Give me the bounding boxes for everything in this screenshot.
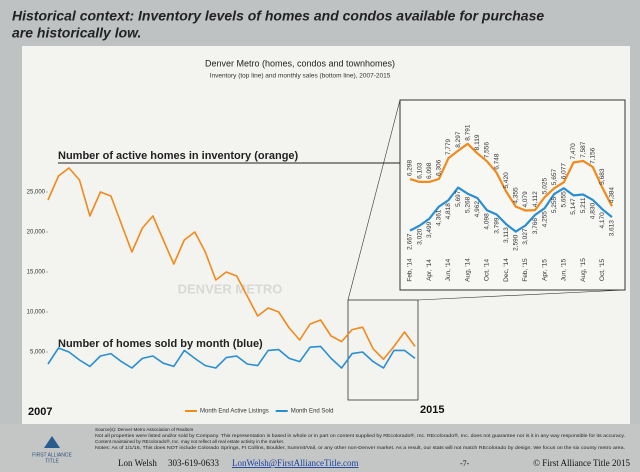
data-label: 8,297 xyxy=(455,131,462,148)
data-label: 4,112 xyxy=(532,191,539,207)
logo-text: TITLE xyxy=(45,458,59,464)
data-label: 4,361 xyxy=(436,209,443,226)
data-label: 4,384 xyxy=(609,187,616,204)
data-label: 6,306 xyxy=(436,159,443,176)
data-label: 3,613 xyxy=(609,220,616,237)
logo-mark xyxy=(44,436,60,448)
y-tick-label: 5,000 xyxy=(30,350,46,356)
data-label: 4,818 xyxy=(445,203,452,220)
data-label: 2,590 xyxy=(513,234,520,251)
data-label: 6,298 xyxy=(407,159,414,176)
x-tick-label: Dec, '14 xyxy=(503,258,510,282)
data-label: 3,113 xyxy=(503,227,510,243)
source: Content maintained by REcolorado®, Inc. … xyxy=(95,438,284,444)
data-label: 6,103 xyxy=(416,162,423,179)
data-label: 8,791 xyxy=(464,124,471,141)
heading: Historical context: Inventory levels of … xyxy=(12,8,544,24)
x-tick-label: Feb, '15 xyxy=(522,258,529,282)
data-label: 6,077 xyxy=(561,163,568,180)
data-label: 5,025 xyxy=(541,177,548,194)
data-label: 4,170 xyxy=(599,212,606,229)
series-line xyxy=(409,142,613,212)
legend-label: Month End Active Listings xyxy=(200,409,269,415)
annotation: Number of homes sold by month (blue) xyxy=(58,338,263,350)
data-label: 8,119 xyxy=(474,134,481,150)
inset-panel xyxy=(399,99,626,291)
data-label: 5,655 xyxy=(561,191,568,208)
data-label: 7,470 xyxy=(570,143,577,160)
series-line xyxy=(47,167,416,360)
data-label: 7,587 xyxy=(580,141,587,158)
contact-email: LonWelsh@FirstAllianceTitle.com xyxy=(232,458,358,468)
data-label: 5,211 xyxy=(580,197,587,213)
year-label: 2007 xyxy=(28,406,52,418)
data-label: 3,499 xyxy=(426,221,433,238)
watermark: DENVER METRO xyxy=(178,281,283,296)
data-label: 7,779 xyxy=(445,138,452,155)
x-tick-label: Jun, '15 xyxy=(561,258,568,281)
data-label: 5,683 xyxy=(599,168,606,185)
source: Source(s): Denver Metro Association of R… xyxy=(95,427,194,432)
data-label: 5,697 xyxy=(455,190,462,207)
y-tick-label: 20,000 xyxy=(27,230,46,236)
data-label: 3,799 xyxy=(493,217,500,234)
data-label: 6,748 xyxy=(493,153,500,170)
data-label: 4,079 xyxy=(522,191,529,208)
data-label: 3,766 xyxy=(532,218,539,235)
x-tick-label: Aug, '14 xyxy=(464,258,471,282)
data-label: 2,667 xyxy=(407,233,414,250)
data-label: 7,156 xyxy=(589,147,596,164)
data-label: 5,147 xyxy=(570,198,577,215)
x-tick-label: Oct, '15 xyxy=(599,259,606,282)
x-tick-label: Aug, '15 xyxy=(580,258,587,282)
data-label: 5,255 xyxy=(551,197,558,214)
footer xyxy=(0,424,640,472)
plots: 5,000 10,000 15,000 20,000 25,000 Feb, '14 Apr… xyxy=(27,124,616,369)
data-label: 7,556 xyxy=(484,142,491,159)
y-tick-label: 15,000 xyxy=(27,270,46,276)
data-label: 4,830 xyxy=(589,203,596,220)
connector xyxy=(417,289,626,301)
series-line xyxy=(47,345,416,369)
series-line xyxy=(409,186,613,233)
x-tick-label: Jun, '14 xyxy=(445,258,452,281)
copyright: © First Alliance Title 2015 xyxy=(533,458,630,468)
data-label: 3,027 xyxy=(522,228,529,245)
y-tick-label: 10,000 xyxy=(27,310,46,316)
source: Notes: As of 1/1/16, This does NOT inclu… xyxy=(95,445,625,450)
x-tick-label: Apr, '14 xyxy=(426,259,433,281)
legend-label: Month End Sold xyxy=(291,409,334,415)
data-label: 4,962 xyxy=(474,201,481,218)
annotation: Number of active homes in inventory (ora… xyxy=(58,150,299,162)
data-label: 5,268 xyxy=(464,196,471,213)
contact-phone: 303-619-0633 xyxy=(168,458,219,468)
data-label: 5,420 xyxy=(503,172,510,189)
source: Not all properties were listed and/or so… xyxy=(95,432,625,438)
legend: Month End Active Listings Month End Sold xyxy=(185,409,333,415)
data-label: 5,657 xyxy=(551,169,558,186)
contact-name: Lon Welsh xyxy=(118,458,157,468)
data-label: 4,255 xyxy=(541,211,548,228)
y-tick-label: 25,000 xyxy=(27,190,46,196)
page-number: -7- xyxy=(460,459,470,468)
x-tick-label: Apr, '15 xyxy=(541,259,548,281)
zoom-box xyxy=(347,299,419,401)
logo-text: FIRST ALLIANCE xyxy=(32,452,72,458)
data-label: 4,098 xyxy=(484,213,491,230)
data-label: 3,020 xyxy=(416,228,423,245)
chart-title: Denver Metro (homes, condos and townhome… xyxy=(205,58,395,68)
connector xyxy=(347,99,401,301)
x-tick-label: Feb, '14 xyxy=(407,258,414,282)
chart-subtitle: Inventory (top line) and monthly sales (… xyxy=(210,73,391,80)
x-tick-label: Oct, '14 xyxy=(484,259,491,282)
year-label: 2015 xyxy=(420,404,444,416)
heading: are historically low. xyxy=(12,25,141,41)
data-label: 6,098 xyxy=(426,162,433,179)
data-label: 4,355 xyxy=(513,187,520,204)
